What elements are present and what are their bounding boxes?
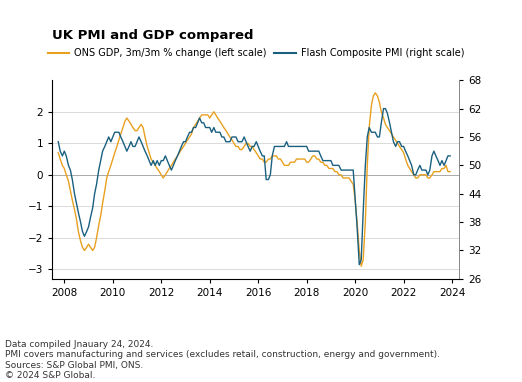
Text: UK PMI and GDP compared: UK PMI and GDP compared: [52, 29, 254, 42]
Text: Data compiled Jnauary 24, 2024.
PMI covers manufacturing and services (excludes : Data compiled Jnauary 24, 2024. PMI cove…: [5, 340, 440, 380]
Legend: ONS GDP, 3m/3m % change (left scale), Flash Composite PMI (right scale): ONS GDP, 3m/3m % change (left scale), Fl…: [44, 44, 468, 62]
